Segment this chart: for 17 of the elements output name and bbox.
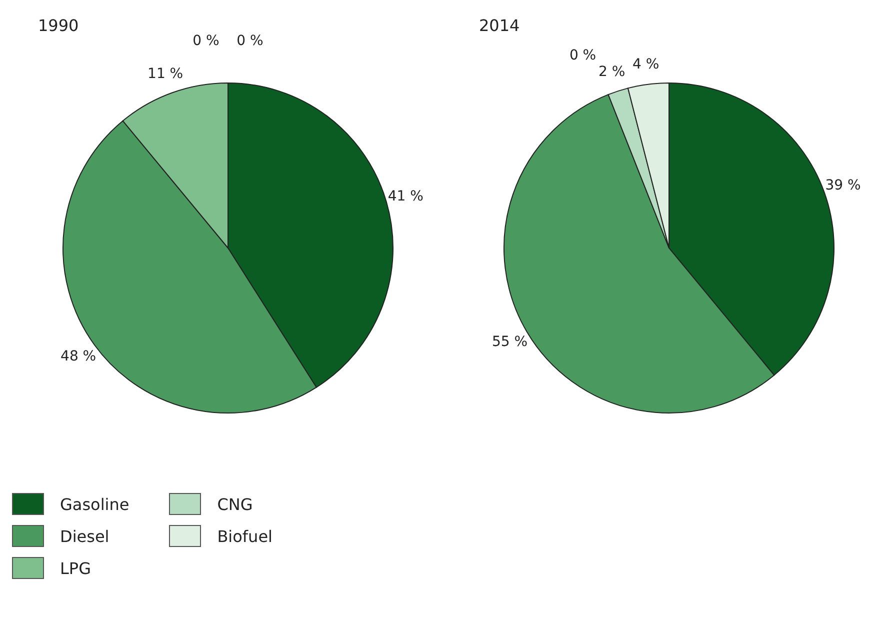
text: 0 % <box>236 33 264 49</box>
slice-label: 2014 <box>479 16 520 35</box>
data-label: 4 % <box>632 56 660 72</box>
slice-label: 1990 <box>38 16 79 35</box>
text: 0 % <box>192 33 220 49</box>
data-label: 11 % <box>148 66 184 82</box>
legend-label: Diesel <box>60 526 110 546</box>
text: 0 % <box>569 48 596 64</box>
data-label: 39 % <box>825 177 861 194</box>
legend-label: LPG <box>60 558 91 578</box>
data-label: 41 % <box>388 188 424 204</box>
legend-label: CNG <box>217 494 253 514</box>
data-label: 48 % <box>60 348 96 365</box>
legend-label: Biofuel <box>217 526 272 546</box>
legend-label: Gasoline <box>60 494 130 514</box>
data-label: 2 % <box>598 64 626 80</box>
data-label: 55 % <box>492 334 528 350</box>
